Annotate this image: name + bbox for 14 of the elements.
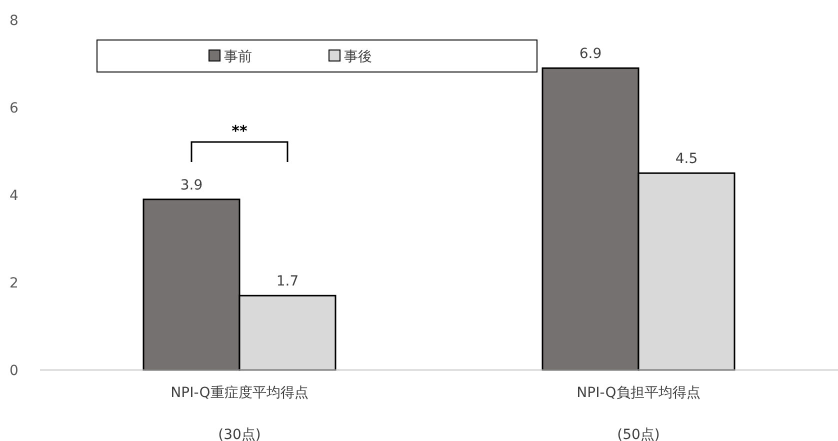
y-tick-label: 2 (10, 276, 18, 292)
data-label: 6.9 (579, 46, 602, 62)
y-tick-label: 4 (10, 188, 19, 204)
y-tick-label: 6 (10, 100, 19, 116)
data-label: 3.9 (180, 177, 203, 194)
category-label: NPI-Q負担平均得点 (50点) (576, 385, 700, 441)
y-tick-label: 0 (10, 363, 18, 379)
annotation: ** (232, 122, 248, 140)
category-label: NPI-Q重症度平均得点 (30点) (170, 385, 308, 441)
legend-label: 事前 (224, 49, 252, 65)
legend-label: 事後 (344, 49, 372, 65)
data-label: 1.7 (276, 274, 299, 290)
data-label: 4.5 (675, 151, 698, 168)
y-tick-label: 8 (10, 13, 18, 29)
